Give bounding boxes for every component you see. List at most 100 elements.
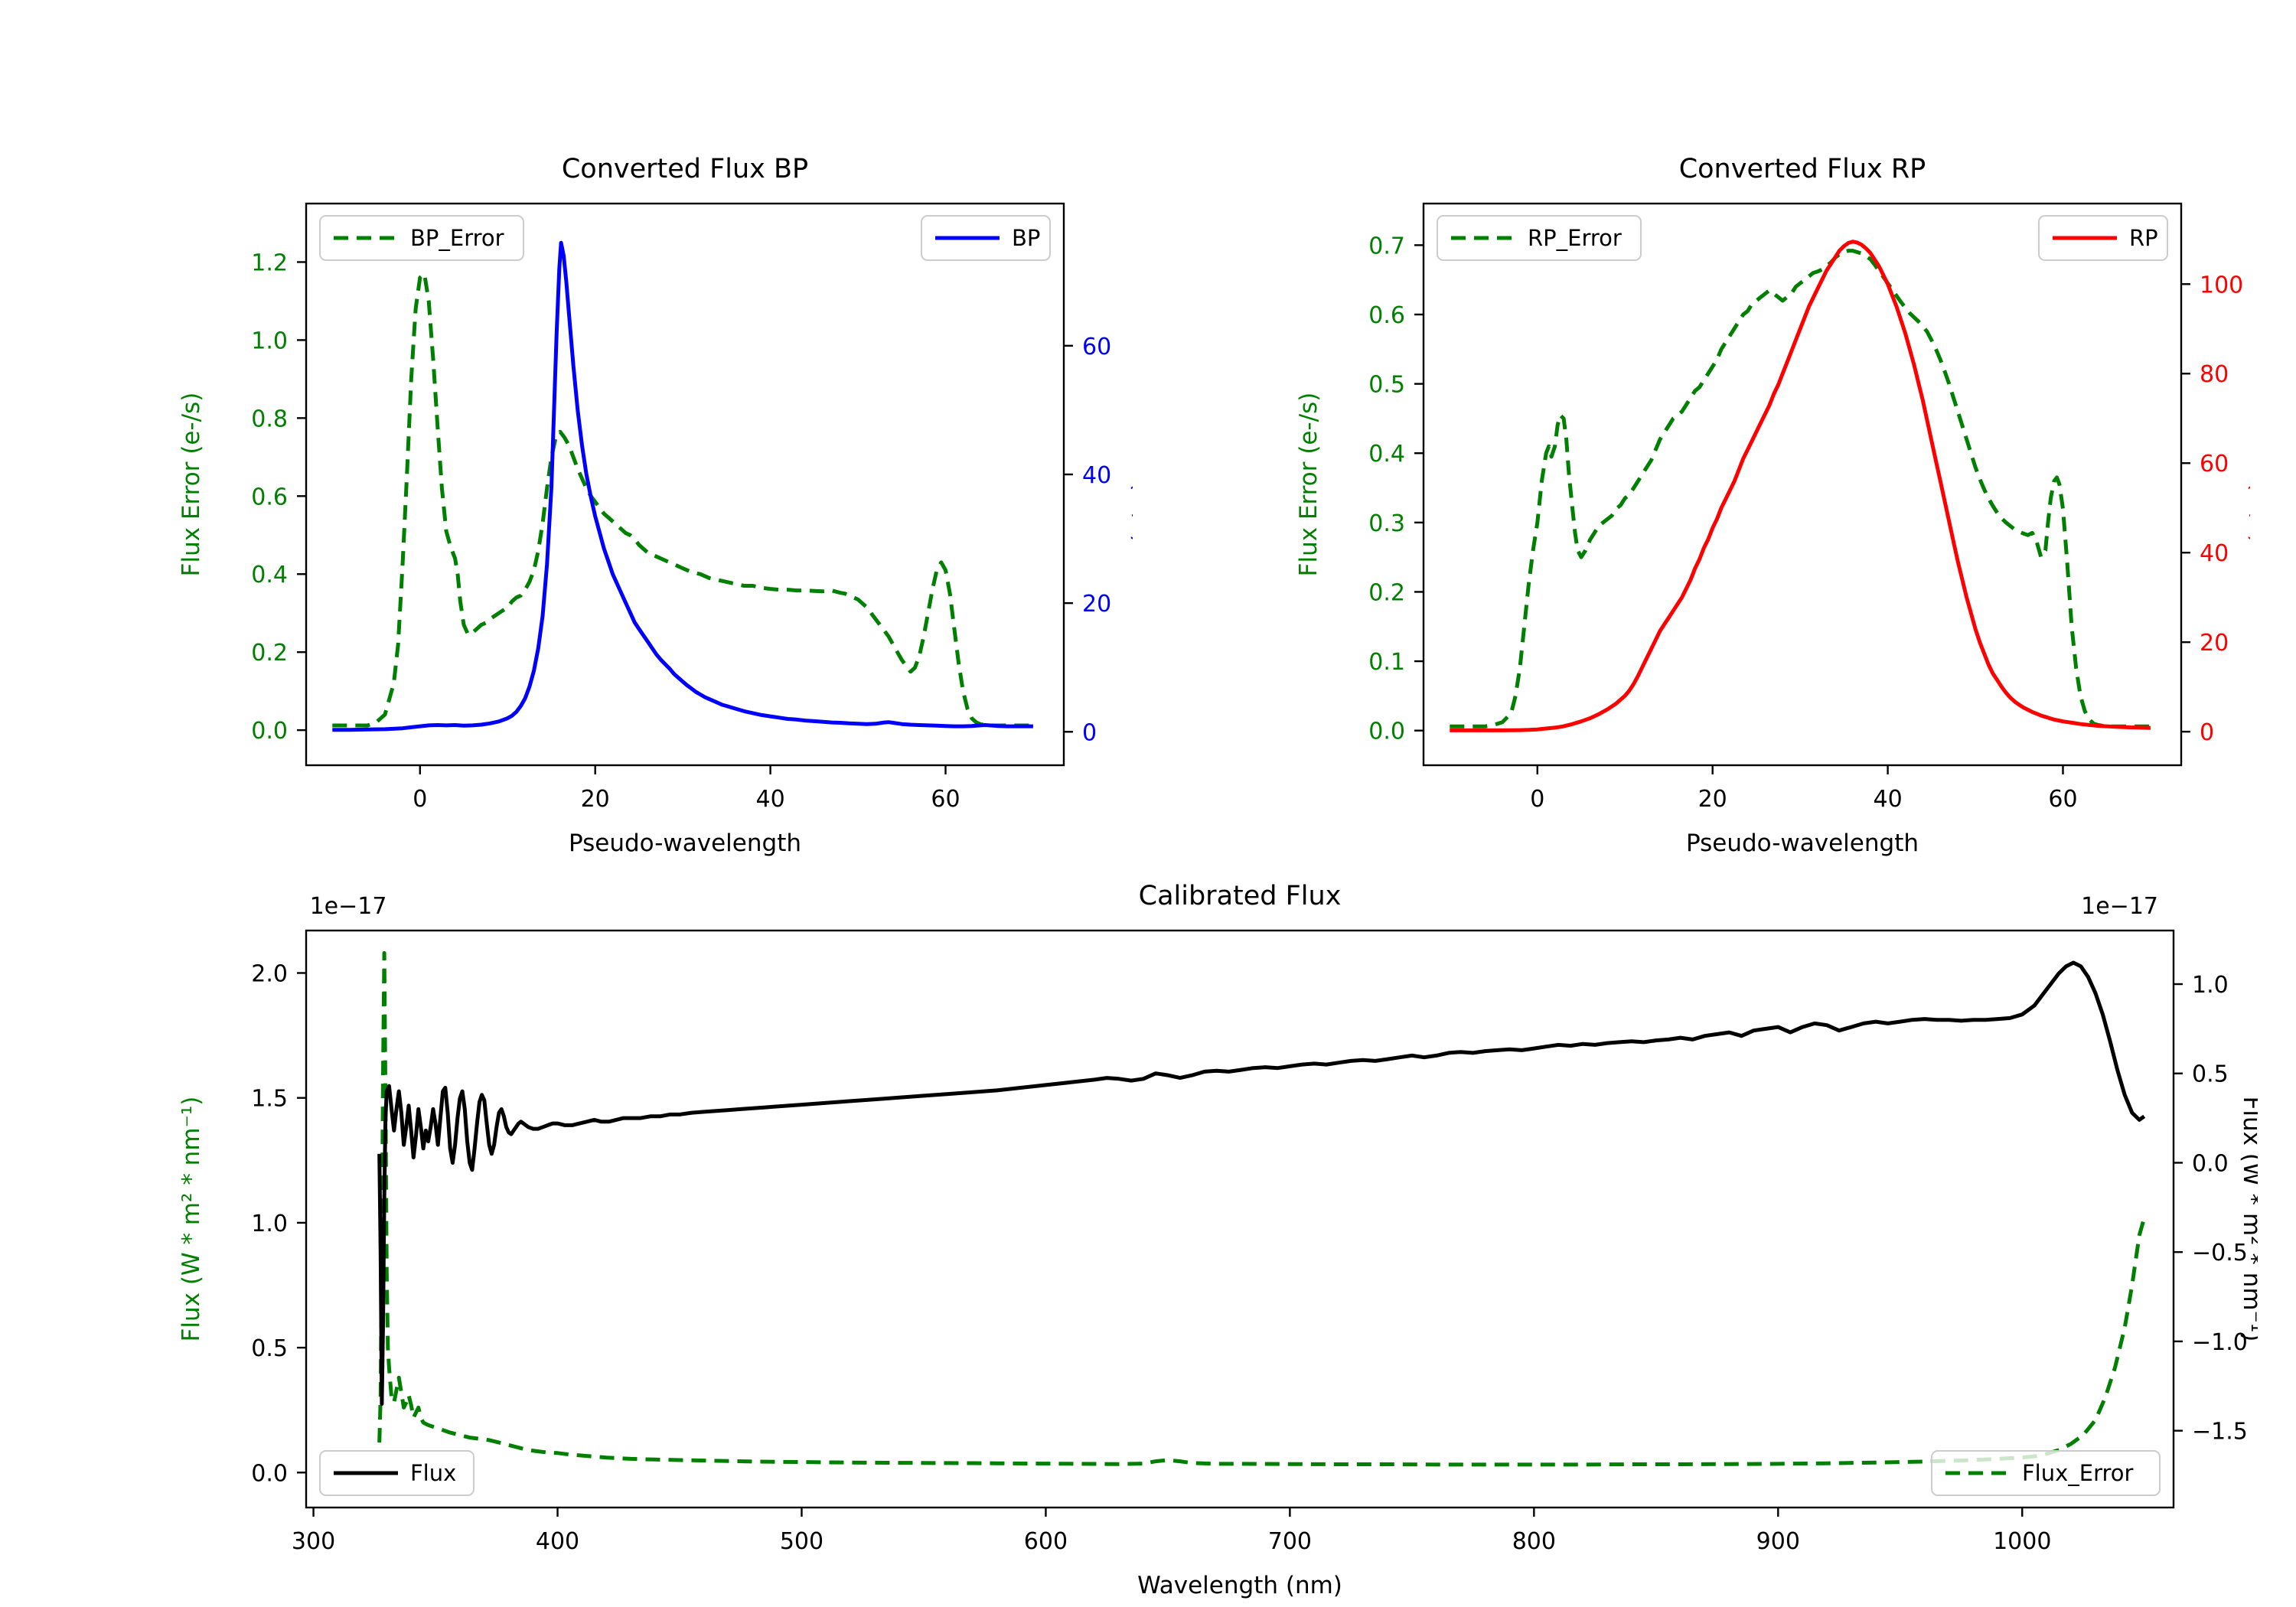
legend-Flux: Flux	[319, 1450, 475, 1496]
svg-text:1.0: 1.0	[251, 328, 288, 354]
svg-text:0.0: 0.0	[2192, 1150, 2229, 1177]
right-y-axis-label: Flux (e-/s)	[2245, 425, 2250, 543]
legend-label-BP: BP	[1012, 225, 1040, 251]
series-Flux_Error	[377, 950, 2147, 1467]
svg-text:700: 700	[1268, 1528, 1312, 1555]
svg-text:0.6: 0.6	[251, 484, 288, 510]
series-BP_Error	[332, 272, 1033, 728]
plot-title: Converted Flux BP	[562, 154, 808, 184]
svg-text:300: 300	[292, 1528, 335, 1555]
svg-text:60: 60	[2048, 786, 2077, 813]
svg-text:60: 60	[2200, 451, 2229, 478]
svg-text:0.0: 0.0	[251, 1460, 288, 1487]
bp-plot-svg: 0 20 40 60 0.0 0.2 0.4 0.6 0.8 1.0 1.2 0 20 40 60 Conve…	[178, 154, 1133, 857]
svg-text:0.2: 0.2	[251, 640, 288, 667]
chart-calibrated-flux: 300 400 500 600 700 800 900 1000 0.0 0.5 1.0 1.5 2.0…	[145, 834, 2258, 1607]
svg-text:0.4: 0.4	[251, 562, 288, 588]
x-axis-label: Wavelength (nm)	[1137, 1572, 1342, 1599]
right-y-tick-labels: 0 20 40 60	[1064, 334, 1111, 746]
legend-label-RP: RP	[2129, 225, 2158, 251]
svg-text:60: 60	[931, 786, 960, 813]
svg-text:0.1: 0.1	[1368, 649, 1405, 676]
svg-text:0.3: 0.3	[1368, 510, 1405, 537]
series-BP	[332, 240, 1033, 732]
svg-text:0.5: 0.5	[2192, 1061, 2229, 1088]
svg-text:−1.5: −1.5	[2192, 1419, 2248, 1446]
legend-RP_Error: RP_Error	[1437, 215, 1642, 261]
svg-text:0.0: 0.0	[1368, 719, 1405, 745]
right-y-tick-labels: −1.5 −1.0 −0.5 0.0 0.5 1.0	[2174, 972, 2248, 1446]
svg-text:−0.5: −0.5	[2192, 1240, 2248, 1266]
series-Flux	[377, 960, 2146, 1407]
x-axis-label: Pseudo-wavelength	[569, 830, 801, 857]
svg-text:0.7: 0.7	[1368, 233, 1405, 259]
svg-text:600: 600	[1024, 1528, 1068, 1555]
svg-text:0: 0	[1082, 719, 1097, 746]
axes-frame	[305, 929, 2175, 1509]
svg-text:0: 0	[413, 786, 427, 813]
svg-text:0: 0	[2200, 719, 2214, 746]
legend-label-Flux_Error: Flux_Error	[2022, 1460, 2134, 1486]
x-tick-labels: 0 20 40 60	[413, 765, 960, 813]
svg-text:−1.0: −1.0	[2192, 1329, 2248, 1356]
right-axis-offset-text: 1e−17	[2081, 893, 2158, 920]
svg-text:1.0: 1.0	[251, 1211, 288, 1237]
svg-text:400: 400	[536, 1528, 579, 1555]
x-tick-labels: 300 400 500 600 700 800 900 1000	[292, 1508, 2051, 1555]
left-y-tick-labels: 0.0 0.5 1.0 1.5 2.0	[251, 960, 306, 1487]
svg-text:1.5: 1.5	[251, 1086, 288, 1113]
left-y-axis-label: Flux Error (e-/s)	[178, 393, 205, 577]
rp-plot-svg: 0 20 40 60 0.0 0.1 0.2 0.3 0.4 0.5 0.6 0.7 0 20 40 60 80…	[1295, 154, 2250, 857]
chart-converted-flux-bp: 0 20 40 60 0.0 0.2 0.4 0.6 0.8 1.0 1.2 0 20 40 60 Conve…	[145, 115, 1133, 872]
svg-text:60: 60	[1082, 334, 1111, 360]
legend-Flux_Error: Flux_Error	[1931, 1450, 2161, 1496]
series-RP	[1450, 240, 2151, 732]
svg-text:500: 500	[780, 1528, 823, 1555]
svg-text:80: 80	[2200, 361, 2229, 388]
x-axis-label: Pseudo-wavelength	[1686, 830, 1919, 857]
legend-RP: RP	[2038, 215, 2168, 261]
svg-text:20: 20	[1698, 786, 1727, 813]
svg-text:0.4: 0.4	[1368, 441, 1405, 468]
legend-label-RP_Error: RP_Error	[1528, 225, 1622, 251]
svg-text:40: 40	[1082, 462, 1111, 489]
calibrated-plot-svg: 300 400 500 600 700 800 900 1000 0.0 0.5 1.0 1.5 2.0…	[178, 881, 2258, 1599]
axes-frame	[1422, 202, 2183, 767]
svg-text:0.5: 0.5	[1368, 372, 1405, 399]
svg-text:40: 40	[1873, 786, 1902, 813]
left-y-axis-label: Flux Error (e-/s)	[1295, 393, 1322, 577]
svg-text:1.2: 1.2	[251, 249, 288, 276]
right-y-axis-label: Flux (e-/s)	[1128, 425, 1133, 543]
svg-text:0.6: 0.6	[1368, 302, 1405, 329]
svg-text:20: 20	[581, 786, 610, 813]
svg-text:0.2: 0.2	[1368, 579, 1405, 606]
x-tick-labels: 0 20 40 60	[1530, 765, 2078, 813]
left-y-axis-label: Flux (W * m² * nm⁻¹)	[178, 1097, 205, 1342]
svg-text:0.0: 0.0	[251, 718, 288, 745]
series-RP_Error	[1450, 249, 2151, 729]
svg-text:40: 40	[2200, 540, 2229, 567]
left-axis-offset-text: 1e−17	[310, 893, 387, 920]
left-y-tick-labels: 0.0 0.1 0.2 0.3 0.4 0.5 0.6 0.7	[1368, 233, 1424, 745]
legend-label-Flux: Flux	[410, 1460, 456, 1486]
svg-text:20: 20	[1082, 591, 1111, 618]
axes-frame	[305, 202, 1065, 767]
svg-text:100: 100	[2200, 272, 2243, 298]
svg-text:0: 0	[1530, 786, 1544, 813]
svg-text:800: 800	[1512, 1528, 1556, 1555]
right-y-tick-labels: 0 20 40 60 80 100	[2181, 272, 2243, 746]
svg-text:900: 900	[1756, 1528, 1800, 1555]
legend-BP: BP	[921, 215, 1051, 261]
svg-text:1000: 1000	[1993, 1528, 2051, 1555]
plot-title: Converted Flux RP	[1679, 154, 1926, 184]
legend-BP_Error: BP_Error	[319, 215, 524, 261]
svg-text:0.5: 0.5	[251, 1335, 288, 1362]
chart-converted-flux-rp: 0 20 40 60 0.0 0.1 0.2 0.3 0.4 0.5 0.6 0.7 0 20 40 60 80…	[1263, 115, 2250, 872]
svg-text:40: 40	[755, 786, 784, 813]
legend-label-BP_Error: BP_Error	[410, 225, 504, 251]
left-y-tick-labels: 0.0 0.2 0.4 0.6 0.8 1.0 1.2	[251, 249, 306, 745]
svg-text:0.8: 0.8	[251, 406, 288, 432]
right-y-axis-label: Flux (W * m² * nm⁻¹)	[2238, 1097, 2258, 1342]
svg-text:2.0: 2.0	[251, 960, 288, 987]
